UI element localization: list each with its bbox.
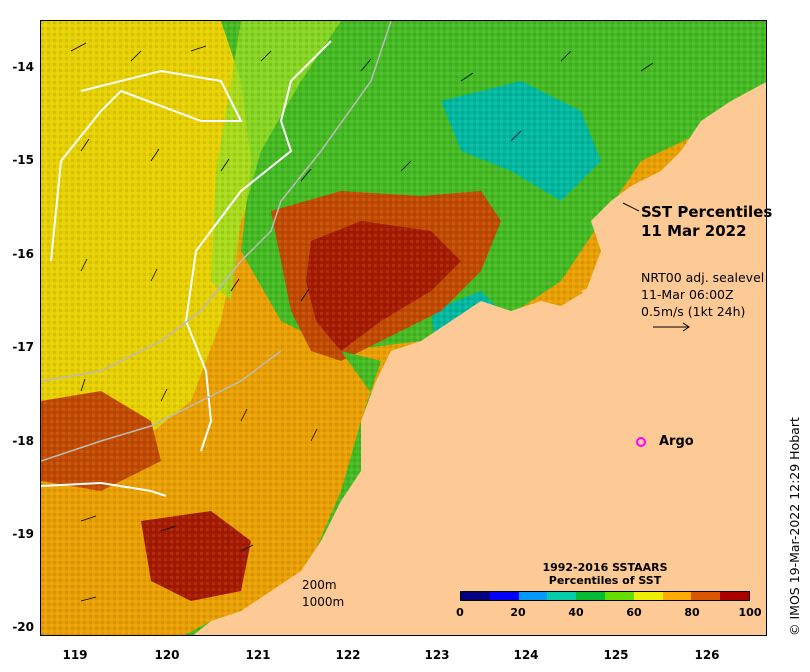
argo-marker-icon[interactable]: [636, 437, 646, 447]
argo-label: Argo: [659, 434, 694, 449]
sst-map-canvas: [41, 21, 766, 635]
lat-tick: -14: [12, 60, 34, 74]
isobath-200m: [50, 69, 243, 262]
isobath-legend: 200m 1000m: [302, 577, 344, 611]
lon-tick: 121: [245, 648, 271, 662]
legend-swatch: [461, 592, 490, 600]
isobath-1000m-label: 1000m: [302, 595, 345, 609]
legend-swatch: [720, 592, 749, 600]
isobath-200m-label: 200m: [302, 578, 337, 592]
lon-tick: 125: [603, 648, 629, 662]
lat-tick: -20: [12, 620, 34, 634]
lon-tick: 119: [62, 648, 88, 662]
legend-colorbar: [460, 591, 750, 601]
legend-tick: 60: [626, 606, 642, 619]
copyright-notice: © IMOS 19-Mar-2022 12:29 Hobart: [787, 417, 802, 636]
legend-swatch: [691, 592, 721, 600]
legend-swatch: [604, 592, 634, 600]
current-source: NRT00 adj. sealevel: [641, 270, 765, 285]
current-scale: 0.5m/s (1kt 24h): [641, 304, 746, 319]
land-mass: [193, 82, 766, 635]
lon-tick: 126: [694, 648, 720, 662]
lon-tick: 120: [154, 648, 180, 662]
legend-tick: 100: [738, 606, 762, 619]
plot-title-line1: SST Percentiles: [641, 203, 773, 221]
plot-title-line2: 11 Mar 2022: [641, 222, 747, 240]
legend-swatch: [518, 592, 548, 600]
lat-tick: -17: [12, 340, 34, 354]
lat-tick: -16: [12, 247, 34, 261]
legend-swatch: [547, 592, 577, 600]
current-vectors: [70, 42, 654, 602]
lat-tick: -15: [12, 153, 34, 167]
legend-title: 1992-2016 SSTAARS Percentiles of SST: [460, 561, 750, 587]
lon-tick: 124: [513, 648, 539, 662]
current-info: NRT00 adj. sealevel 11-Mar 06:00Z 0.5m/s…: [641, 269, 764, 320]
lon-tick: 122: [335, 648, 361, 662]
isobath-1000m: [41, 21, 392, 382]
lat-tick: -19: [12, 527, 34, 541]
legend-title-line2: Percentiles of SST: [548, 574, 662, 587]
plot-title: SST Percentiles 11 Mar 2022: [641, 203, 772, 241]
legend-tick: 20: [510, 606, 526, 619]
legend-swatch: [489, 592, 519, 600]
lon-tick: 123: [424, 648, 450, 662]
lat-tick: -18: [12, 434, 34, 448]
current-scale-arrow: [653, 322, 690, 332]
legend-swatch: [576, 592, 605, 600]
legend-swatch: [633, 592, 663, 600]
legend-tick: 80: [684, 606, 700, 619]
legend-tick: 40: [568, 606, 584, 619]
current-time: 11-Mar 06:00Z: [641, 287, 734, 302]
title-pointer: [622, 202, 640, 212]
legend-tick: 0: [456, 606, 464, 619]
sst-map[interactable]: [40, 20, 767, 636]
legend-swatch: [662, 592, 692, 600]
legend-title-line1: 1992-2016 SSTAARS: [542, 561, 668, 574]
